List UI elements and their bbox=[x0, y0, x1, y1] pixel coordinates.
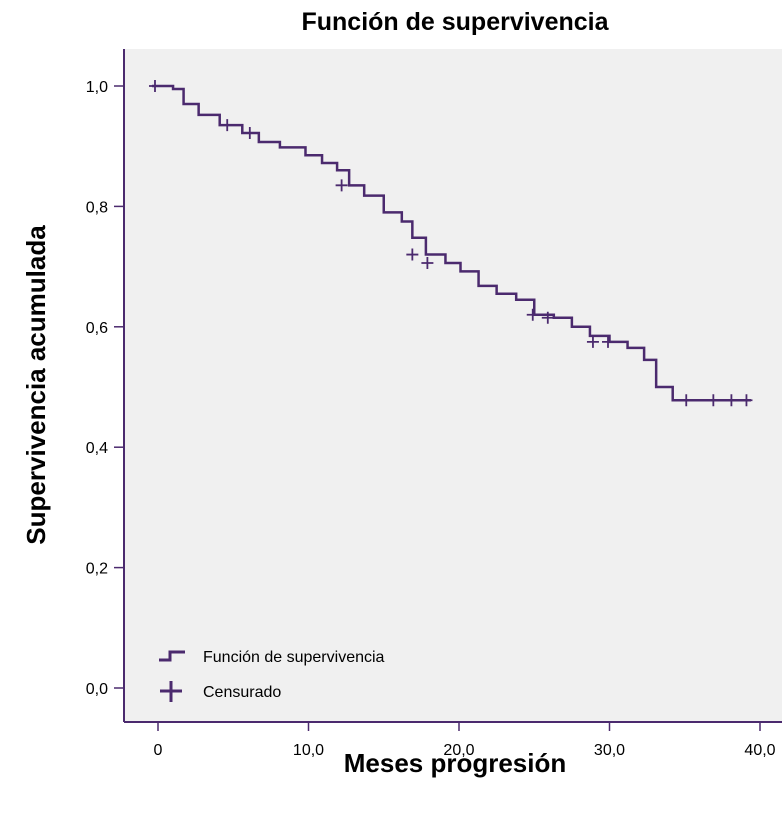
x-axis-ticks: 0 10,0 20,0 30,0 40,0 bbox=[154, 722, 776, 759]
censor-mark bbox=[148, 80, 161, 92]
legend-label-censored: Censurado bbox=[203, 684, 281, 701]
y-tick-label: 0,2 bbox=[86, 561, 108, 578]
censor-mark bbox=[680, 394, 693, 407]
x-tick-label: 0 bbox=[154, 742, 163, 759]
y-tick-label: 0,0 bbox=[86, 681, 108, 698]
censor-mark bbox=[243, 126, 256, 139]
legend-censor-icon bbox=[160, 681, 182, 702]
censor-mark bbox=[725, 394, 738, 407]
x-tick-label: 10,0 bbox=[293, 742, 324, 759]
y-tick-label: 0,8 bbox=[86, 199, 108, 216]
x-tick-label: 40,0 bbox=[744, 742, 775, 759]
chart-title: Función de supervivencia bbox=[301, 8, 609, 36]
censor-mark bbox=[601, 335, 614, 348]
legend: Función de supervivencia Censurado bbox=[159, 649, 385, 702]
censor-mark bbox=[335, 179, 348, 192]
legend-label-survival: Función de supervivencia bbox=[203, 649, 385, 666]
censor-mark bbox=[586, 335, 599, 348]
censor-mark bbox=[221, 119, 234, 132]
x-tick-label: 30,0 bbox=[594, 742, 625, 759]
x-axis-title: Meses progresión bbox=[344, 748, 567, 778]
y-tick-label: 0,6 bbox=[86, 320, 108, 337]
censor-mark bbox=[707, 394, 720, 407]
censor-mark bbox=[526, 308, 539, 321]
y-tick-label: 1,0 bbox=[86, 79, 108, 96]
censor-marks bbox=[148, 80, 753, 407]
plot-area bbox=[124, 49, 782, 722]
legend-step-icon bbox=[159, 650, 185, 662]
censor-mark bbox=[406, 248, 419, 261]
x-tick-label: 20,0 bbox=[443, 742, 474, 759]
y-axis-title: Supervivencia acumulada bbox=[21, 225, 51, 545]
censor-mark bbox=[740, 394, 753, 407]
censor-mark bbox=[421, 256, 434, 269]
y-tick-label: 0,4 bbox=[86, 440, 108, 457]
censor-mark bbox=[541, 311, 554, 324]
y-axis-ticks: 0,0 0,2 0,4 0,6 0,8 1,0 bbox=[86, 79, 124, 698]
